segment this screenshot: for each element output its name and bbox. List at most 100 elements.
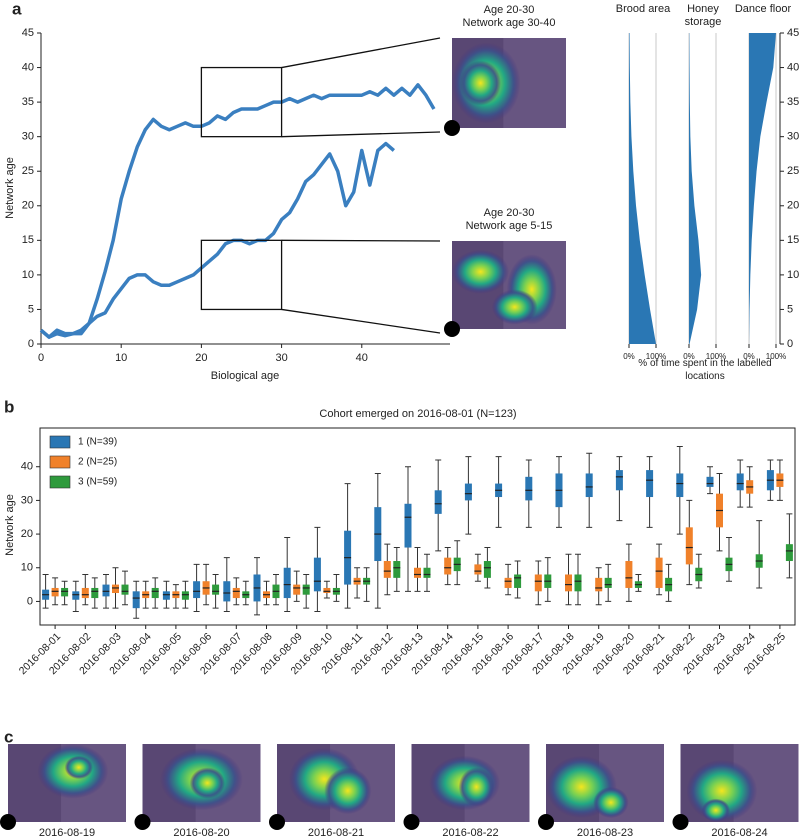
- x-tick-label: 30: [275, 352, 287, 364]
- box: [676, 473, 684, 498]
- legend-swatch: [49, 455, 71, 469]
- heatmap-blob: [324, 767, 372, 815]
- y-tick-label: 20: [22, 200, 34, 212]
- image-caption: 2016-08-23: [577, 827, 633, 839]
- x-axis-label: Biological age: [211, 370, 280, 382]
- box: [72, 591, 80, 600]
- legend-label: 1 (N=39): [78, 437, 117, 448]
- x-axis-label: % of time spent in the labelled location…: [638, 358, 772, 382]
- x-tick-label: 100%: [766, 352, 786, 361]
- y-tick-label: 10: [22, 269, 34, 281]
- y-tick-label: 15: [787, 234, 799, 246]
- image-caption: 2016-08-19: [39, 827, 95, 839]
- y-tick-label: 35: [787, 96, 799, 108]
- y-tick-label: 0: [787, 338, 793, 350]
- connector: [281, 239, 441, 242]
- panel-label: b: [4, 397, 14, 416]
- box: [595, 577, 603, 592]
- heatmap-blob: [701, 798, 731, 822]
- box: [434, 490, 442, 514]
- region-box: [200, 239, 283, 311]
- legend-label: 3 (N=59): [78, 477, 117, 488]
- image-caption: 2016-08-21: [308, 827, 364, 839]
- box: [625, 561, 633, 588]
- y-tick-label: 40: [787, 61, 799, 73]
- marker-dot: [134, 814, 151, 830]
- x-tick-label: 0%: [623, 352, 635, 361]
- inset-label: Network age 5-15: [466, 220, 553, 232]
- box-whisker: [756, 520, 763, 589]
- y-tick-label: 45: [22, 27, 34, 39]
- subplot-title: Honey storage: [684, 3, 722, 28]
- box: [393, 561, 401, 578]
- marker-dot: [672, 814, 689, 830]
- y-tick-label: 20: [21, 528, 33, 540]
- legend-label: 2 (N=25): [78, 457, 117, 468]
- marker-dot: [538, 814, 554, 830]
- y-tick-label: 30: [21, 494, 33, 506]
- heatmap-image: [403, 744, 530, 830]
- y-tick-label: 10: [787, 269, 799, 281]
- box: [181, 591, 189, 600]
- y-tick-label: 5: [787, 303, 793, 315]
- box: [585, 473, 593, 498]
- x-tick-label: 10: [115, 352, 127, 364]
- box: [464, 483, 472, 501]
- box: [565, 574, 572, 592]
- y-tick-label: 25: [22, 165, 34, 177]
- y-tick-label: 30: [787, 131, 799, 143]
- heatmap-image: [672, 744, 799, 830]
- box: [604, 577, 612, 588]
- series-line: [39, 141, 396, 339]
- heatmap-blob: [593, 786, 629, 819]
- box: [283, 567, 291, 599]
- x-tick-label: 20: [195, 352, 207, 364]
- box: [132, 591, 140, 609]
- y-tick-label: 0: [28, 338, 34, 350]
- distribution: [629, 33, 656, 344]
- inset-label: Age 20-30: [484, 4, 535, 16]
- distribution: [749, 33, 776, 344]
- box: [293, 584, 301, 595]
- box: [232, 587, 240, 599]
- box: [61, 587, 69, 597]
- box: [444, 557, 452, 575]
- box: [514, 574, 522, 588]
- y-tick-label: 20: [787, 200, 799, 212]
- x-tick-label: 0%: [743, 352, 755, 361]
- box: [504, 577, 512, 588]
- y-tick-label: 15: [22, 234, 34, 246]
- chart-title: Cohort emerged on 2016-08-01 (N=123): [319, 408, 516, 420]
- heatmap-image: [134, 744, 261, 830]
- box: [474, 564, 482, 575]
- y-tick-label: 40: [22, 61, 34, 73]
- image-caption: 2016-08-20: [173, 827, 229, 839]
- y-tick-label: 45: [787, 27, 799, 39]
- box: [91, 587, 99, 599]
- marker-dot: [0, 814, 16, 830]
- box: [534, 574, 542, 592]
- box: [414, 567, 421, 578]
- box: [655, 557, 663, 588]
- heatmap-blob: [64, 755, 93, 780]
- y-tick-label: 25: [787, 165, 799, 177]
- y-tick-label: 10: [21, 562, 33, 574]
- heatmap-blob: [189, 767, 226, 799]
- heatmap-blob: [491, 289, 538, 325]
- heatmap-image: [444, 241, 566, 337]
- image-caption: 2016-08-22: [442, 827, 498, 839]
- heatmap-image: [0, 744, 126, 830]
- image-caption: 2016-08-24: [711, 827, 767, 839]
- box: [323, 587, 331, 594]
- box: [574, 574, 582, 592]
- x-tick-label: 0: [38, 352, 44, 364]
- panel-label: a: [12, 0, 22, 18]
- distribution: [689, 33, 702, 344]
- box: [102, 584, 110, 597]
- region-box: [200, 66, 283, 138]
- heatmap-blob: [459, 60, 502, 106]
- box: [81, 587, 89, 599]
- x-tick-label: 100%: [706, 352, 726, 361]
